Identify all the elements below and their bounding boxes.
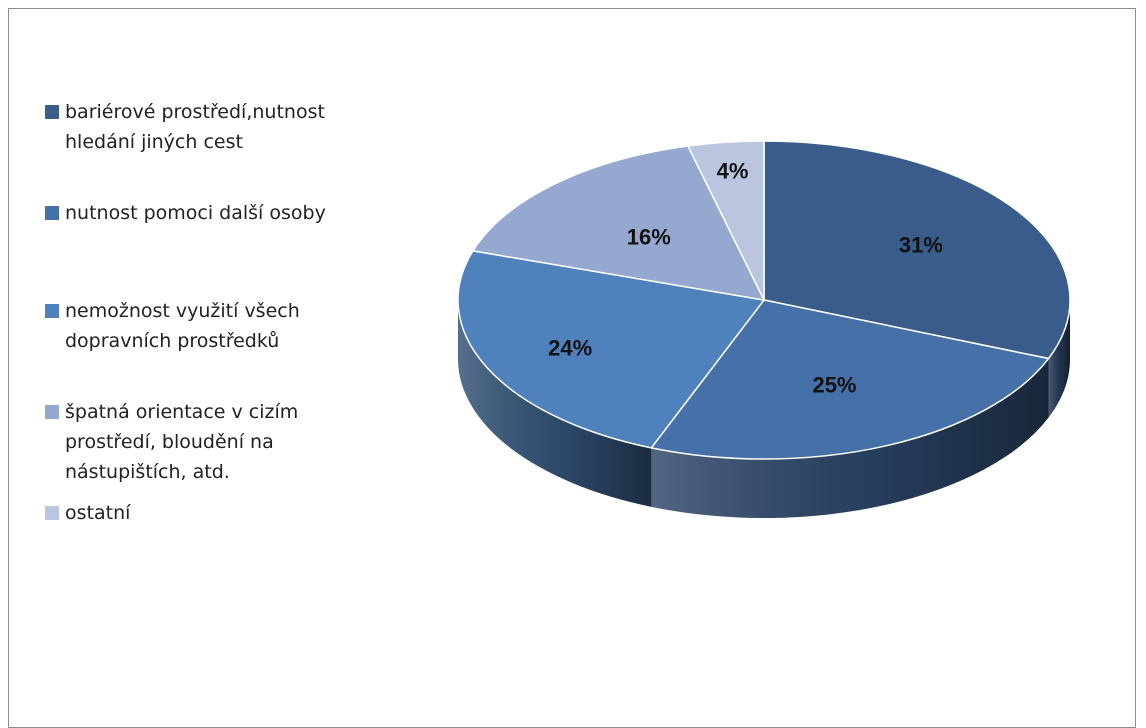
legend-label: nemožnost využití všech dopravních prost…: [65, 300, 300, 352]
legend-swatch: [45, 105, 59, 119]
pie-slice-0: [763, 140, 1071, 360]
pie-value-label-3: 16%: [627, 224, 671, 249]
pie-value-label-4: 4%: [717, 159, 749, 184]
legend-item-ostatni: ostatní: [45, 498, 130, 528]
pie-slice-1: [650, 299, 1050, 460]
legend-item-nutnost-pomoci: nutnost pomoci další osoby: [45, 198, 326, 228]
legend-swatch: [45, 506, 59, 520]
legend-label: bariérové prostředí,nutnost hledání jiný…: [65, 101, 325, 153]
pie-slice-4: [686, 140, 765, 301]
legend-item-spatna-orientace: špatná orientace v cizím prostředí, blou…: [45, 397, 298, 487]
pie-value-label-0: 31%: [899, 233, 943, 258]
legend-item-barierove-prostredi: bariérové prostředí,nutnost hledání jiný…: [45, 97, 325, 157]
pie-value-label-1: 25%: [812, 373, 856, 398]
legend-item-nemoznost-vyuziti: nemožnost využití všech dopravních prost…: [45, 296, 300, 356]
legend-swatch: [45, 304, 59, 318]
legend-label: nutnost pomoci další osoby: [65, 202, 326, 224]
pie-value-label-2: 24%: [548, 335, 592, 360]
legend-swatch: [45, 405, 59, 419]
legend-swatch: [45, 206, 59, 220]
pie-slice-2: [457, 250, 766, 449]
legend-label: ostatní: [65, 502, 131, 524]
pie-chart: 31% 25% 24% 16% 4%: [457, 140, 1071, 518]
legend-label: špatná orientace v cizím prostředí, blou…: [65, 401, 299, 483]
pie-side-shade-0: [1048, 300, 1070, 418]
pie-side-shade-2: [458, 300, 652, 507]
pie-side-shade-1: [651, 358, 1049, 518]
pie-slice-3: [471, 145, 766, 301]
